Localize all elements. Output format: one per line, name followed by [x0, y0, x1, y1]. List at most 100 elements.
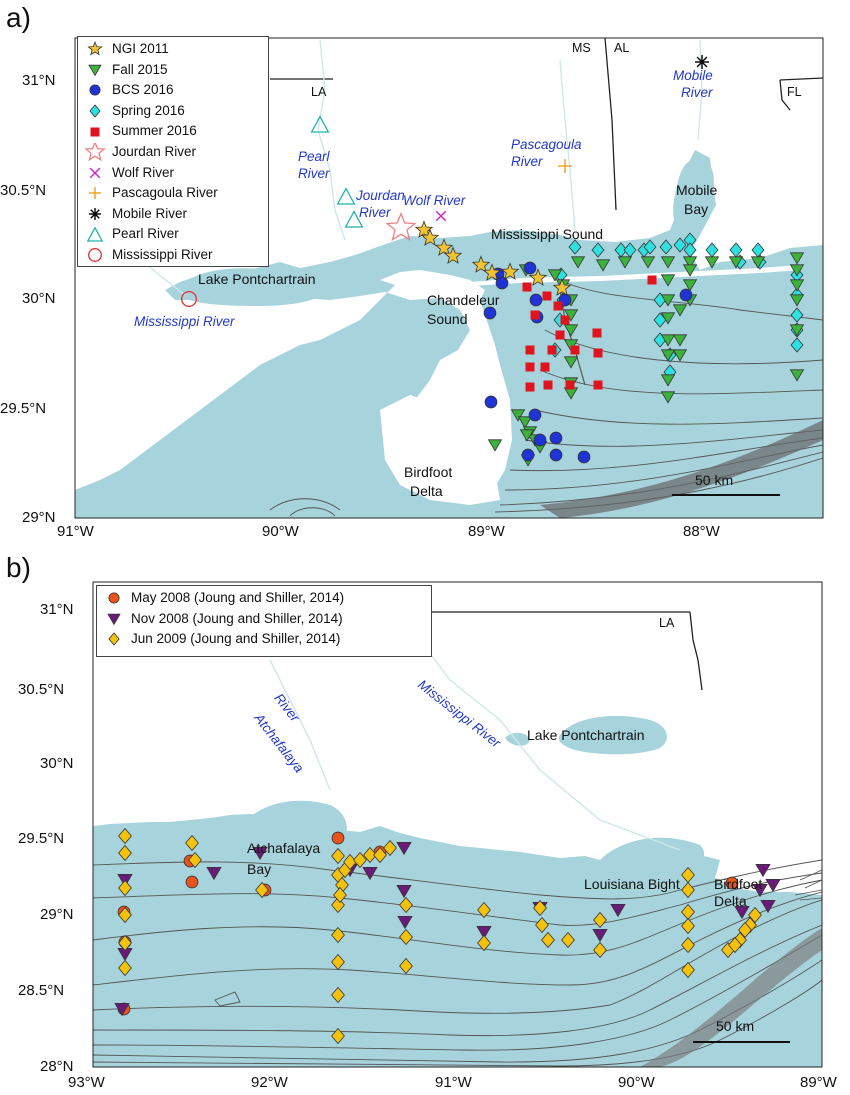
jun-2009-marker — [593, 911, 607, 929]
bcs-2016-marker — [549, 448, 563, 462]
b-x-tick: 90°W — [618, 1074, 655, 1091]
ngi-2011-marker — [420, 228, 440, 246]
fall-2015-marker — [728, 256, 744, 269]
may-2008-marker — [185, 875, 199, 889]
star-filled-icon — [87, 41, 103, 56]
jun-2009-marker — [188, 851, 202, 869]
ngi-2011-marker — [471, 255, 491, 273]
panel-a-legend-entry: Pascagoula River — [82, 183, 262, 204]
jun-2009-marker — [681, 881, 695, 899]
jun-2009-marker — [593, 941, 607, 959]
panel-b-legend-label: Jun 2009 (Joung and Shiller, 2014) — [131, 631, 341, 647]
star-open-icon — [84, 143, 106, 162]
river-pearl-2: River — [298, 166, 330, 181]
jun-2009-marker — [118, 959, 132, 977]
fall-2015-marker — [487, 439, 503, 452]
a-x-tick: 90°W — [262, 523, 299, 540]
scale-label-a: 50 km — [695, 472, 734, 488]
fall-2015-marker — [682, 279, 698, 292]
jun-2009-marker — [681, 961, 695, 979]
delta-contours-b — [794, 869, 822, 901]
a-y-tick: 30°N — [22, 290, 56, 307]
fall-2015-marker — [563, 339, 579, 352]
ngi-2011-marker — [482, 263, 502, 281]
panel-a-legend-entry: Jourdan River — [82, 142, 262, 163]
b-x-tick: 93°W — [68, 1074, 105, 1091]
nov-2008-marker — [362, 867, 378, 881]
summer-2016-marker — [525, 362, 535, 372]
circle-filled-icon — [89, 84, 101, 96]
nov-2008-marker — [752, 884, 768, 898]
birdfoot-delta-b — [715, 860, 822, 895]
panel-b-legend-label: May 2008 (Joung and Shiller, 2014) — [131, 590, 345, 605]
b-x-tick: 91°W — [435, 1074, 472, 1091]
a-y-tick: 31°N — [22, 72, 56, 89]
shelf-break-b — [640, 928, 822, 1067]
jun-2009-marker — [331, 953, 345, 971]
panel-a-legend-label: Summer 2016 — [112, 123, 197, 139]
jun-2009-marker — [399, 957, 413, 975]
state-label-la-b: LA — [659, 616, 675, 630]
fall-2015-marker — [672, 349, 688, 362]
triangle-down-icon — [107, 613, 121, 626]
river-jourdan-2: River — [359, 205, 391, 220]
circle-filled-icon — [108, 592, 120, 604]
jun-2009-marker — [331, 847, 345, 865]
fall-2015-marker — [704, 256, 720, 269]
jun-2009-marker — [399, 896, 413, 914]
summer-2016-marker — [570, 345, 580, 355]
panel-b-legend-label: Nov 2008 (Joung and Shiller, 2014) — [131, 610, 343, 626]
fall-2015-marker — [563, 356, 579, 369]
panel-b-map — [93, 582, 822, 1067]
jun-2009-marker — [353, 851, 367, 869]
b-y-tick: 28°N — [40, 1058, 74, 1075]
mississippi-river-marker — [180, 290, 197, 307]
fall-2015-marker — [660, 334, 676, 347]
panel-b-legend-entry: Jun 2009 (Joung and Shiller, 2014) — [101, 629, 425, 650]
summer-2016-marker — [525, 382, 535, 392]
jun-2009-marker — [118, 906, 132, 924]
jun-2009-marker — [728, 936, 742, 954]
fall-2015-marker — [750, 256, 766, 269]
fall-2015-marker — [789, 252, 805, 265]
fall-2015-marker — [595, 259, 611, 272]
ngi-2011-marker — [528, 268, 548, 286]
summer-2016-marker — [593, 380, 603, 390]
bcs-2016-marker — [521, 448, 535, 462]
panel-b-frame — [92, 581, 823, 1068]
spring-2016-marker — [643, 239, 657, 255]
jun-2009-marker — [477, 901, 491, 919]
place-delta-b: Delta — [714, 893, 747, 909]
summer-2016-marker — [647, 275, 657, 285]
panel-a-legend-label: Mobile River — [112, 205, 188, 221]
panel-a-frame — [74, 37, 824, 519]
panel-a-legend-label: Spring 2016 — [112, 102, 185, 118]
summer-2016-marker — [592, 328, 602, 338]
a-y-tick: 29°N — [22, 509, 56, 526]
diamond-filled-icon — [108, 632, 120, 647]
place-birdfoot: Birdfoot — [404, 464, 453, 480]
nov-2008-marker — [114, 1003, 130, 1017]
bcs-2016-marker — [484, 395, 498, 409]
nov-2008-marker — [592, 929, 608, 943]
river-mobile: Mobile — [673, 68, 713, 83]
panel-a-legend-entry: Pearl River — [82, 224, 262, 245]
summer-2016-marker — [560, 315, 570, 325]
b-x-tick: 89°W — [800, 1074, 837, 1091]
bcs-2016-marker — [533, 433, 547, 447]
panel-b-legend-entry: May 2008 (Joung and Shiller, 2014) — [101, 588, 425, 609]
lake-pontchartrain-b — [558, 715, 667, 755]
summer-2016-marker — [547, 345, 557, 355]
mobile-bay-a — [673, 157, 715, 240]
state-boundaries-a — [270, 38, 823, 211]
plus-icon — [89, 187, 101, 200]
ngi-2011-marker — [500, 262, 520, 280]
ngi-2011-marker — [434, 238, 454, 256]
jun-2009-marker — [331, 1027, 345, 1045]
river-jourdan: Jourdan — [356, 188, 405, 203]
jourdan-river-marker — [385, 211, 417, 242]
atchafalaya-bay-b — [240, 800, 347, 840]
jun-2009-marker — [363, 846, 377, 864]
place-chandeleur: Chandeleur — [427, 292, 500, 308]
panel-b-letter: b) — [6, 552, 31, 583]
